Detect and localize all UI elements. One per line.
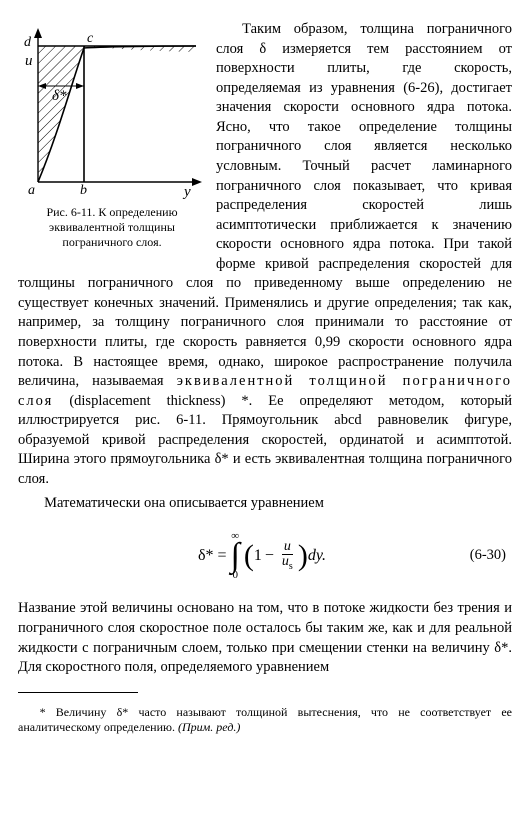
paragraph-2: Математически она описывается уравнением	[18, 494, 512, 514]
fig-label-y: y	[182, 184, 191, 199]
p1-tail: (displacement thickness) *. Ее определяю…	[18, 393, 512, 487]
fig-label-b: b	[80, 183, 87, 198]
equation-body: δ* = ∞ ∫ 0 ( 1 − u us ) dy.	[198, 531, 326, 581]
fig-label-c: c	[87, 31, 94, 46]
fig-label-delta: δ*	[52, 88, 67, 104]
integral-glyph: ∫	[231, 542, 240, 570]
footnote-attr: (Прим. ред.)	[178, 720, 240, 734]
footnote-rule	[18, 692, 138, 693]
paragraph-3: Название этой величины основано на том, …	[18, 599, 512, 677]
fig-label-d: d	[24, 35, 32, 50]
eq-den-sub: s	[289, 561, 293, 572]
fig-label-u: u	[25, 53, 33, 69]
equation-number: (6-30)	[326, 546, 512, 566]
fig-label-a: a	[28, 183, 35, 198]
eq-lhs: δ* =	[198, 545, 227, 567]
eq-den: u	[282, 554, 289, 569]
body-text: d c u δ* a b y Рис. 6-11. К определению …	[18, 20, 512, 735]
eq-lower: 0	[232, 570, 238, 581]
figure-svg: d c u δ* a b y	[18, 24, 206, 199]
lparen: (	[244, 544, 254, 568]
integral-sign: ∞ ∫ 0	[231, 531, 240, 581]
rparen: )	[298, 544, 308, 568]
eq-dy: dy.	[308, 545, 326, 567]
figure-caption: Рис. 6-11. К определению эквивалентной т…	[18, 205, 206, 250]
eq-one: 1	[254, 545, 262, 567]
eq-num: u	[284, 539, 291, 554]
eq-minus: −	[265, 545, 274, 567]
equation-6-30: δ* = ∞ ∫ 0 ( 1 − u us ) dy. (6-30)	[18, 531, 512, 581]
eq-fraction: u us	[280, 540, 295, 573]
figure-6-11: d c u δ* a b y Рис. 6-11. К определению …	[18, 24, 206, 250]
footnote-text: * Величину δ* часто называют толщиной вы…	[18, 705, 512, 734]
footnote: * Величину δ* часто называют толщиной вы…	[18, 705, 512, 735]
